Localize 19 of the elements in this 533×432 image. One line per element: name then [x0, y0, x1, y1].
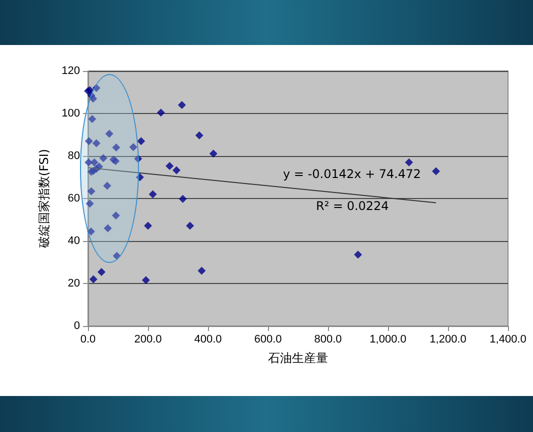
x-tick-label: 1,200.0: [430, 334, 466, 346]
y-tick-label: 100: [62, 108, 80, 120]
x-tick-label: 800.0: [314, 334, 342, 346]
x-tick-label: 0.0: [80, 334, 96, 346]
x-tick-label: 600.0: [254, 334, 282, 346]
y-tick-label: 20: [68, 278, 80, 290]
x-axis-title: 石油生産量: [268, 351, 328, 365]
y-tick-label: 60: [68, 192, 80, 204]
x-tick-label: 1,400.0: [490, 334, 526, 346]
annotation: R² = 0.0224: [316, 199, 389, 213]
x-tick-label: 400.0: [194, 334, 222, 346]
y-tick-label: 0: [74, 320, 80, 332]
y-tick-label: 40: [68, 235, 80, 247]
y-tick-label: 80: [68, 150, 80, 162]
x-tick-label: 1,000.0: [370, 334, 406, 346]
y-tick-label: 120: [62, 65, 80, 77]
y-axis-title: 破綻国家指数(FSI): [37, 148, 51, 250]
x-tick-label: 200.0: [134, 334, 162, 346]
annotation: y = -0.0142x + 74.472: [283, 167, 421, 181]
